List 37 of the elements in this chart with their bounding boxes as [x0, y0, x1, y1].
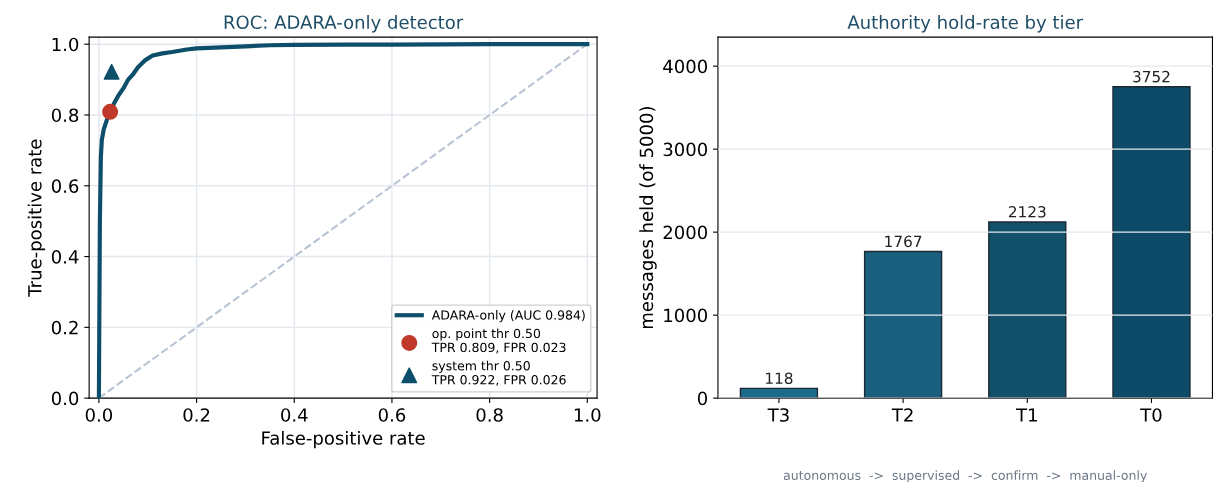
x-tick-label: 1.0	[574, 408, 601, 422]
x-tick-label: T2	[891, 408, 913, 422]
y-tick-label: 0.6	[51, 179, 79, 193]
bar	[988, 221, 1067, 399]
bar	[863, 250, 943, 399]
y-tick-label: 0.2	[51, 320, 78, 335]
data-label: 2123	[1008, 206, 1046, 218]
y-tick-label: 0.0	[51, 391, 79, 406]
x-tick-label: T0	[1140, 408, 1162, 422]
legend-label: op. point thr 0.50 TPR 0.809, FPR 0.023	[431, 328, 566, 354]
bar	[1112, 86, 1191, 399]
legend-label: system thr 0.50 TPR 0.922, FPR 0.026	[431, 360, 566, 386]
y-tick-label: 1000	[664, 308, 708, 323]
y-tick-label: 2000	[663, 225, 708, 240]
chart-title: Authority hold-rate by tier	[847, 15, 1084, 33]
y-tick-label: 0.8	[51, 108, 79, 123]
y-tick-label: 0	[697, 391, 708, 406]
x-tick-label: 0.0	[85, 408, 113, 422]
y-tick-label: 0.4	[51, 250, 79, 264]
y-axis-title: True-positive rate	[27, 139, 46, 297]
x-axis-title: False-positive rate	[262, 430, 425, 449]
x-tick-label: T1	[1015, 408, 1037, 422]
data-label: 3752	[1133, 70, 1170, 83]
legend-label: ADARA-only (AUC 0.984)	[431, 310, 585, 323]
chart-title: ROC: ADARA-only detector	[224, 15, 464, 33]
text: autonomous -> supervised -> confirm -> manual-only	[783, 470, 1147, 482]
y-tick-label: 1.0	[52, 37, 79, 52]
x-tick-label: 0.6	[378, 408, 406, 422]
y-tick-label: 3000	[663, 142, 708, 157]
data-label: 118	[766, 372, 793, 384]
x-tick-label: 0.8	[476, 408, 503, 422]
x-tick-label: 0.4	[281, 408, 308, 422]
data-label: 1767	[885, 235, 922, 248]
y-axis-title: messages held (of 5000)	[639, 107, 657, 329]
x-tick-label: T3	[767, 408, 789, 422]
y-tick-label: 4000	[663, 59, 708, 74]
x-tick-label: 0.2	[183, 408, 210, 422]
